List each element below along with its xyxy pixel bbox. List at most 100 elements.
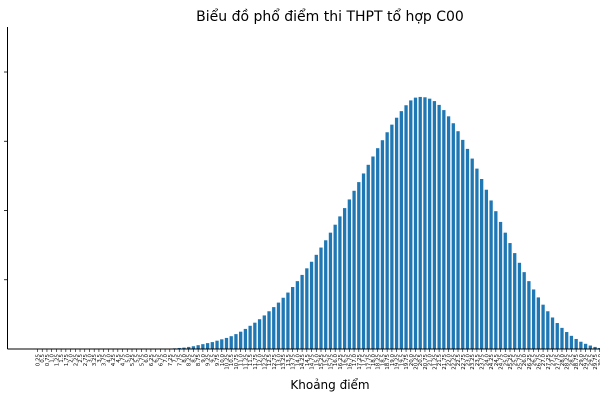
- x-tick-label-27.5: 27.5: [551, 354, 557, 367]
- x-tick-label-4.0: 4.0: [106, 354, 112, 363]
- bar-18.5: [380, 140, 385, 349]
- bar-7.75: [177, 347, 181, 349]
- x-tick-label-27.0: 27.0: [541, 354, 547, 367]
- bar-17.5: [361, 173, 366, 349]
- bar-25.25: [508, 243, 512, 349]
- bar-28.25: [565, 332, 569, 349]
- x-tick-label-23.5: 23.5: [475, 354, 481, 367]
- x-tick-label-1.0: 1.0: [50, 354, 56, 363]
- x-tick-label-29.5: 29.5: [588, 354, 594, 367]
- x-tick-label-28.5: 28.5: [569, 354, 575, 367]
- x-tick-label-10.0: 10.0: [220, 354, 226, 367]
- x-tick-label-7.5: 7.5: [173, 354, 179, 363]
- x-tick-label-8.75: 8.75: [196, 354, 202, 367]
- x-tick-label-29.0: 29.0: [579, 354, 585, 367]
- bar-12.75: [272, 307, 276, 349]
- x-tick-label-22.25: 22.25: [451, 354, 457, 370]
- bar-28.75: [574, 338, 578, 349]
- x-tick-label-5.0: 5.0: [125, 354, 131, 363]
- x-tick-label-21.25: 21.25: [432, 354, 438, 370]
- bar-22.5: [456, 131, 460, 349]
- bar-16.5: [342, 208, 347, 349]
- bar-26.0: [522, 272, 526, 349]
- x-tick-label-12.5: 12.5: [267, 354, 273, 367]
- bar-15.0: [314, 254, 318, 349]
- x-tick-label-4.25: 4.25: [111, 354, 117, 367]
- x-tick-label-1.5: 1.5: [59, 354, 65, 363]
- x-tick-label-3.25: 3.25: [92, 354, 98, 367]
- bar-11.0: [239, 331, 243, 349]
- bar-27.75: [555, 323, 559, 349]
- y-ticks-group: [4, 71, 8, 281]
- x-tick-label-17.75: 17.75: [366, 354, 372, 370]
- x-tick-label-21.5: 21.5: [437, 354, 443, 367]
- bar-10.5: [229, 336, 233, 349]
- x-tick-label-13.25: 13.25: [281, 354, 287, 370]
- x-tick-label-24.25: 24.25: [489, 354, 495, 370]
- x-tick-label-8.0: 8.0: [182, 354, 188, 363]
- bar-12.25: [262, 315, 266, 349]
- x-tick-label-3.75: 3.75: [102, 354, 108, 367]
- x-tick-label-14.0: 14.0: [295, 354, 301, 367]
- x-tick-label-25.5: 25.5: [513, 354, 519, 367]
- bar-19.25: [394, 117, 399, 350]
- x-tick-label-11.25: 11.25: [243, 354, 249, 370]
- bar-29.75: [593, 346, 597, 349]
- x-tick-label-26.75: 26.75: [536, 354, 542, 370]
- x-tick-label-3.0: 3.0: [87, 354, 93, 363]
- x-tick-label-13.5: 13.5: [286, 354, 292, 367]
- x-ticks-group: 0.250.50.751.01.251.51.752.02.252.52.753…: [36, 349, 600, 370]
- bar-23.75: [480, 179, 484, 349]
- x-tick-label-21.0: 21.0: [428, 354, 434, 367]
- bar-16.0: [333, 224, 337, 349]
- bar-27.0: [541, 304, 545, 349]
- bar-8.5: [191, 346, 196, 349]
- bar-27.5: [550, 317, 555, 349]
- x-tick-label-20.5: 20.5: [418, 354, 424, 367]
- x-tick-label-4.5: 4.5: [116, 354, 122, 363]
- bar-25.75: [517, 262, 522, 349]
- x-tick-label-16.5: 16.5: [343, 354, 349, 367]
- x-tick-label-16.75: 16.75: [347, 354, 353, 370]
- bar-26.5: [531, 289, 536, 349]
- x-tick-label-1.75: 1.75: [64, 354, 70, 367]
- x-tick-label-26.5: 26.5: [532, 354, 538, 367]
- bar-9.75: [215, 340, 219, 349]
- x-axis-label: Khoảng điểm: [290, 378, 369, 392]
- x-tick-label-27.25: 27.25: [546, 354, 552, 370]
- x-tick-label-9.5: 9.5: [210, 354, 216, 363]
- x-tick-label-4.75: 4.75: [121, 354, 127, 367]
- x-tick-label-5.25: 5.25: [130, 354, 136, 367]
- x-tick-label-28.75: 28.75: [574, 354, 580, 370]
- bar-25.0: [503, 232, 507, 349]
- bar-23.25: [470, 158, 474, 349]
- bar-26.75: [536, 297, 540, 349]
- x-tick-label-7.0: 7.0: [163, 354, 169, 363]
- x-tick-label-16.0: 16.0: [333, 354, 339, 367]
- x-tick-label-20.75: 20.75: [423, 354, 429, 370]
- x-tick-label-15.5: 15.5: [324, 354, 330, 367]
- bar-18.25: [376, 148, 380, 349]
- bar-15.5: [324, 240, 328, 349]
- bar-13.0: [276, 302, 281, 349]
- x-tick-label-14.5: 14.5: [305, 354, 311, 367]
- x-tick-label-11.0: 11.0: [239, 354, 245, 367]
- x-tick-label-7.75: 7.75: [177, 354, 183, 367]
- bar-12.0: [257, 319, 262, 349]
- x-tick-label-9.75: 9.75: [215, 354, 221, 367]
- x-tick-label-1.25: 1.25: [54, 354, 60, 367]
- x-tick-label-13.0: 13.0: [276, 354, 282, 367]
- bar-20.0: [409, 100, 413, 350]
- bar-23.5: [475, 168, 479, 349]
- bar-11.75: [253, 322, 257, 349]
- x-tick-label-28.25: 28.25: [565, 354, 571, 370]
- x-tick-label-20.25: 20.25: [414, 354, 420, 370]
- bar-21.75: [442, 110, 446, 349]
- x-tick-label-25.0: 25.0: [503, 354, 509, 367]
- x-tick-label-24.0: 24.0: [484, 354, 490, 367]
- x-tick-label-23.0: 23.0: [465, 354, 471, 367]
- x-tick-label-14.75: 14.75: [310, 354, 316, 370]
- x-tick-label-8.5: 8.5: [191, 354, 197, 363]
- x-tick-label-7.25: 7.25: [168, 354, 174, 367]
